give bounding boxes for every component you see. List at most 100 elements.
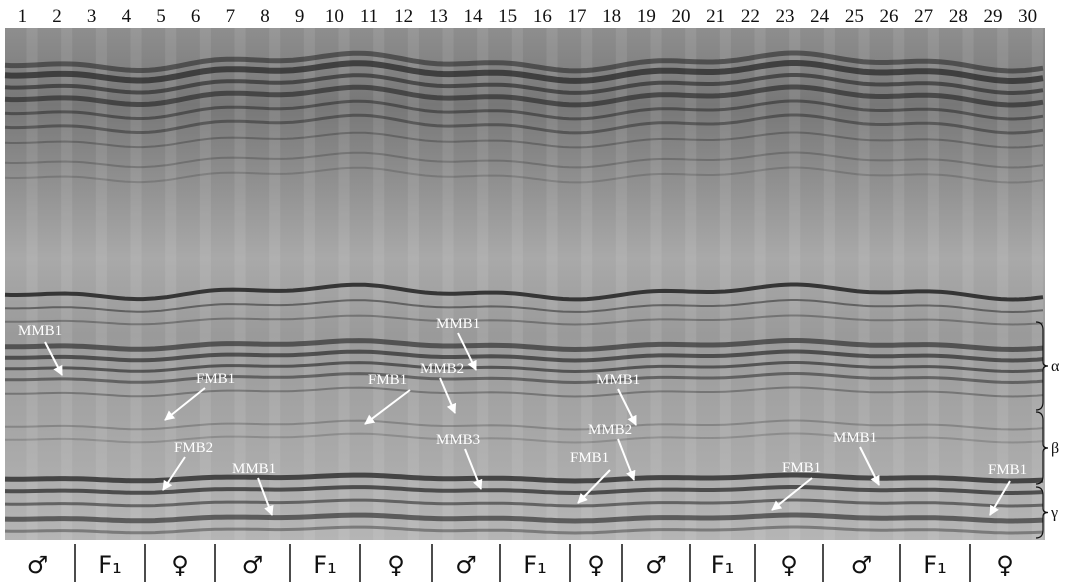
region-bracket bbox=[1035, 411, 1049, 485]
annotation-label: MMB1 bbox=[596, 372, 640, 388]
labels: 1 2 3 4 5 6 7 8 9 10 11 12 13 14 15 16 17 18 19 20 21 22 23 24 2… bbox=[18, 6, 1060, 582]
annotation-arrow bbox=[989, 480, 1011, 516]
annotation-arrow bbox=[771, 477, 813, 511]
lane-streak bbox=[26, 28, 38, 540]
annotation-label: FMB1 bbox=[570, 450, 609, 466]
lane-number: 23 bbox=[776, 6, 795, 27]
group-label: ♂ bbox=[27, 551, 49, 579]
lane-streak bbox=[234, 28, 246, 540]
lane-number: 21 bbox=[706, 6, 725, 27]
lane-streak bbox=[130, 28, 142, 540]
annotation-label: FMB1 bbox=[368, 372, 407, 388]
band bbox=[4, 73, 1044, 96]
group-label: F₁ bbox=[98, 551, 121, 579]
lane-streak bbox=[962, 28, 974, 540]
lane-streak bbox=[823, 28, 835, 540]
band bbox=[4, 432, 1044, 444]
group-label: ♂ bbox=[242, 551, 264, 579]
lane-streak bbox=[754, 28, 766, 540]
lane-number: 16 bbox=[533, 6, 552, 27]
lane-number: 14 bbox=[464, 6, 484, 27]
lane-streak bbox=[477, 28, 489, 540]
band bbox=[4, 50, 1044, 74]
group-label: F₁ bbox=[313, 551, 336, 579]
annotation-label: MMB3 bbox=[436, 432, 480, 448]
band bbox=[4, 299, 1044, 314]
lane-number: 9 bbox=[295, 6, 305, 27]
lane-streak bbox=[303, 28, 315, 540]
band bbox=[4, 99, 1044, 121]
lane-number: 24 bbox=[810, 6, 830, 27]
lane-streak bbox=[615, 28, 627, 540]
annotation-label: MMB2 bbox=[420, 361, 464, 377]
annotation-label: FMB2 bbox=[174, 440, 213, 456]
annotation-label: MMB1 bbox=[436, 316, 480, 332]
annotation-arrow bbox=[617, 438, 636, 481]
region-bracket bbox=[1035, 321, 1049, 411]
annotation-arrow bbox=[457, 332, 477, 371]
band bbox=[4, 485, 1044, 496]
annotation-arrow bbox=[464, 448, 483, 490]
lane-streak bbox=[61, 28, 73, 540]
region-bracket bbox=[1035, 486, 1049, 539]
band bbox=[4, 512, 1044, 524]
lane-streak bbox=[719, 28, 731, 540]
lane-number: 20 bbox=[672, 6, 691, 27]
lane-number: 1 bbox=[18, 6, 28, 27]
lane-number: 29 bbox=[984, 6, 1003, 27]
band bbox=[4, 386, 1044, 398]
annotation-arrow bbox=[859, 446, 880, 486]
annotation-label: FMB1 bbox=[196, 371, 235, 387]
group-label: ♂ bbox=[851, 551, 873, 579]
band bbox=[4, 314, 1044, 326]
region-label: γ bbox=[1050, 505, 1058, 522]
band bbox=[4, 498, 1044, 508]
lane-number: 13 bbox=[429, 6, 448, 27]
lane-number: 17 bbox=[568, 6, 587, 27]
lane-streak bbox=[858, 28, 870, 540]
lane-number: 27 bbox=[914, 6, 933, 27]
lane-streak bbox=[893, 28, 905, 540]
lane-number: 5 bbox=[156, 6, 166, 27]
lane-streak bbox=[442, 28, 454, 540]
band bbox=[4, 282, 1044, 302]
annotation-label: FMB1 bbox=[782, 460, 821, 476]
lane-streak bbox=[650, 28, 662, 540]
lane-number: 2 bbox=[52, 6, 62, 27]
lane-streak bbox=[165, 28, 177, 540]
annotation-label: MMB1 bbox=[232, 461, 276, 477]
lane-streak bbox=[1031, 28, 1043, 540]
lane-number: 25 bbox=[845, 6, 864, 27]
band bbox=[4, 151, 1044, 169]
band bbox=[4, 338, 1044, 353]
lane-number: 3 bbox=[87, 6, 97, 27]
band bbox=[4, 361, 1044, 374]
lane-streak bbox=[581, 28, 593, 540]
lane-streak bbox=[927, 28, 939, 540]
region-label: α bbox=[1051, 358, 1060, 375]
lane-streak bbox=[511, 28, 523, 540]
lane-number: 30 bbox=[1018, 6, 1037, 27]
lane-number: 15 bbox=[498, 6, 517, 27]
lane-number: 18 bbox=[602, 6, 621, 27]
lane-number: 22 bbox=[741, 6, 760, 27]
annotation-arrow bbox=[162, 456, 186, 491]
band bbox=[4, 419, 1044, 431]
lane-number: 28 bbox=[949, 6, 968, 27]
lane-streak bbox=[546, 28, 558, 540]
band bbox=[4, 472, 1044, 484]
group-label: ♀ bbox=[587, 551, 605, 579]
lane-streak bbox=[997, 28, 1009, 540]
annotation-label: FMB1 bbox=[988, 462, 1027, 478]
band bbox=[4, 131, 1044, 149]
annotation-arrow bbox=[257, 477, 274, 516]
lane-number: 11 bbox=[360, 6, 378, 27]
annotation-arrow bbox=[364, 389, 411, 425]
annotation-arrow bbox=[617, 388, 637, 426]
lane-streak bbox=[199, 28, 211, 540]
annotation-arrow bbox=[577, 469, 611, 504]
lane-streak bbox=[685, 28, 697, 540]
group-label: ♀ bbox=[171, 551, 189, 579]
lane-number: 19 bbox=[637, 6, 656, 27]
